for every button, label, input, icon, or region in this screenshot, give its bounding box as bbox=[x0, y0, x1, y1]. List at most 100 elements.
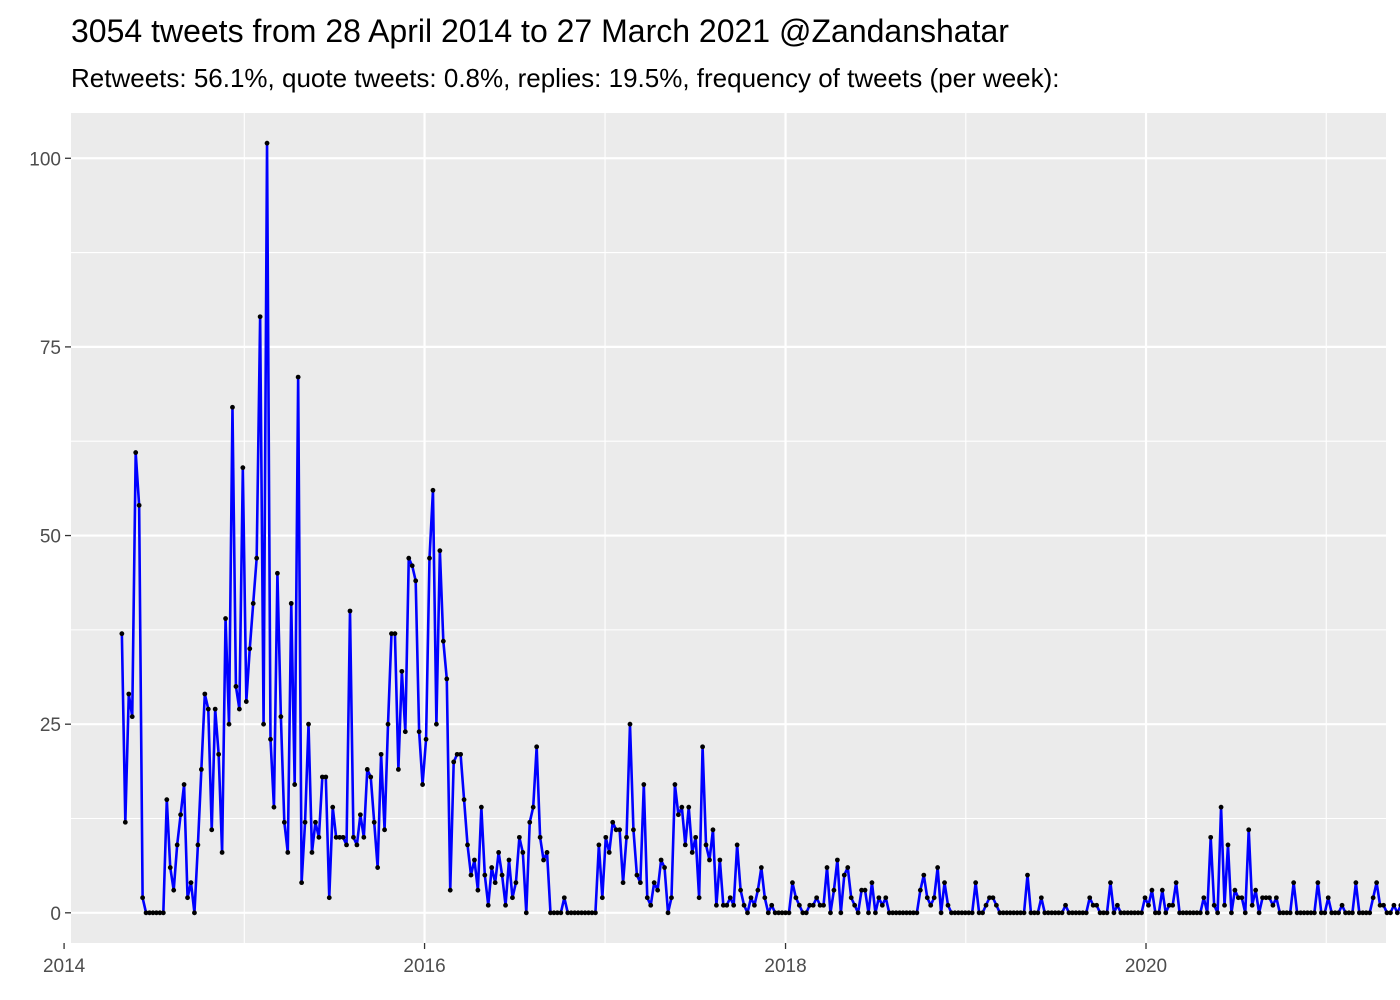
data-point bbox=[136, 502, 142, 508]
data-point bbox=[1090, 902, 1096, 908]
data-point bbox=[523, 910, 529, 916]
data-point bbox=[1156, 910, 1162, 916]
data-point bbox=[866, 910, 871, 916]
data-point bbox=[1291, 880, 1297, 886]
data-point bbox=[281, 819, 287, 825]
data-point bbox=[192, 910, 197, 916]
data-point bbox=[164, 797, 170, 803]
data-point bbox=[313, 819, 318, 825]
data-point bbox=[295, 374, 301, 380]
data-point bbox=[1194, 910, 1200, 916]
data-point bbox=[454, 751, 460, 757]
data-point bbox=[762, 895, 768, 901]
data-point bbox=[309, 850, 315, 855]
data-point bbox=[738, 887, 743, 893]
data-point bbox=[689, 850, 695, 855]
data-point bbox=[1260, 895, 1265, 901]
data-point bbox=[444, 676, 450, 682]
data-point bbox=[292, 782, 298, 787]
data-point bbox=[776, 910, 782, 916]
data-point bbox=[1312, 910, 1317, 916]
data-point bbox=[409, 563, 415, 569]
data-point bbox=[1118, 910, 1124, 916]
data-point bbox=[1225, 842, 1231, 848]
data-point bbox=[838, 910, 844, 916]
data-point bbox=[1374, 880, 1380, 886]
data-point bbox=[254, 555, 260, 561]
data-point bbox=[987, 895, 992, 901]
data-point bbox=[1353, 880, 1359, 886]
data-point bbox=[627, 721, 633, 727]
data-point bbox=[544, 850, 550, 855]
data-point bbox=[686, 804, 692, 810]
data-point bbox=[1007, 910, 1013, 916]
data-point bbox=[1056, 910, 1062, 916]
data-point bbox=[468, 872, 474, 878]
data-point bbox=[440, 638, 446, 644]
data-point bbox=[1325, 895, 1331, 901]
data-point bbox=[1305, 910, 1310, 916]
data-point bbox=[1038, 895, 1044, 901]
data-point bbox=[1356, 910, 1362, 916]
data-point bbox=[1159, 887, 1165, 893]
data-point bbox=[1343, 910, 1348, 916]
data-point bbox=[949, 910, 954, 916]
data-point bbox=[859, 887, 864, 893]
data-point bbox=[1152, 910, 1158, 916]
data-point bbox=[140, 895, 146, 901]
data-point bbox=[1280, 910, 1286, 916]
data-point bbox=[472, 857, 477, 863]
data-point bbox=[942, 880, 947, 886]
data-point bbox=[952, 910, 958, 916]
data-point bbox=[513, 880, 519, 886]
data-point bbox=[530, 804, 536, 810]
data-point bbox=[648, 902, 654, 908]
data-point bbox=[831, 887, 837, 893]
data-point bbox=[1249, 902, 1255, 908]
data-point bbox=[167, 865, 173, 870]
data-point bbox=[579, 910, 584, 916]
data-point bbox=[420, 782, 425, 787]
data-point bbox=[1149, 887, 1155, 893]
data-point bbox=[541, 857, 546, 863]
data-point bbox=[1388, 910, 1393, 916]
data-point bbox=[154, 910, 159, 916]
data-point bbox=[122, 819, 128, 825]
data-point bbox=[873, 910, 878, 916]
data-point bbox=[1294, 910, 1300, 916]
data-point bbox=[427, 555, 432, 561]
data-point bbox=[800, 910, 806, 916]
data-point bbox=[765, 910, 771, 916]
data-point bbox=[1028, 910, 1034, 916]
data-point bbox=[606, 850, 612, 855]
data-point bbox=[202, 691, 208, 697]
data-point bbox=[962, 910, 968, 916]
data-point bbox=[326, 895, 332, 901]
data-point bbox=[793, 895, 799, 901]
data-point bbox=[886, 910, 892, 916]
data-point bbox=[478, 804, 484, 810]
data-point bbox=[264, 140, 270, 146]
plot-panel bbox=[71, 113, 1386, 943]
data-point bbox=[1384, 910, 1390, 916]
data-point bbox=[817, 902, 823, 908]
data-point bbox=[568, 910, 574, 916]
data-point bbox=[516, 834, 522, 840]
data-point bbox=[351, 834, 356, 840]
data-point bbox=[361, 834, 367, 840]
data-point bbox=[492, 880, 498, 886]
y-tick-label: 50 bbox=[40, 527, 61, 548]
data-point bbox=[337, 834, 343, 840]
data-point bbox=[596, 842, 602, 848]
data-point bbox=[876, 895, 882, 901]
data-point bbox=[572, 910, 578, 916]
data-point bbox=[1298, 910, 1303, 916]
data-point bbox=[561, 895, 567, 901]
data-point bbox=[205, 706, 211, 712]
data-point bbox=[1125, 910, 1131, 916]
data-point bbox=[945, 902, 951, 908]
data-point bbox=[475, 887, 481, 893]
data-point bbox=[1377, 902, 1383, 908]
data-point bbox=[824, 865, 830, 870]
